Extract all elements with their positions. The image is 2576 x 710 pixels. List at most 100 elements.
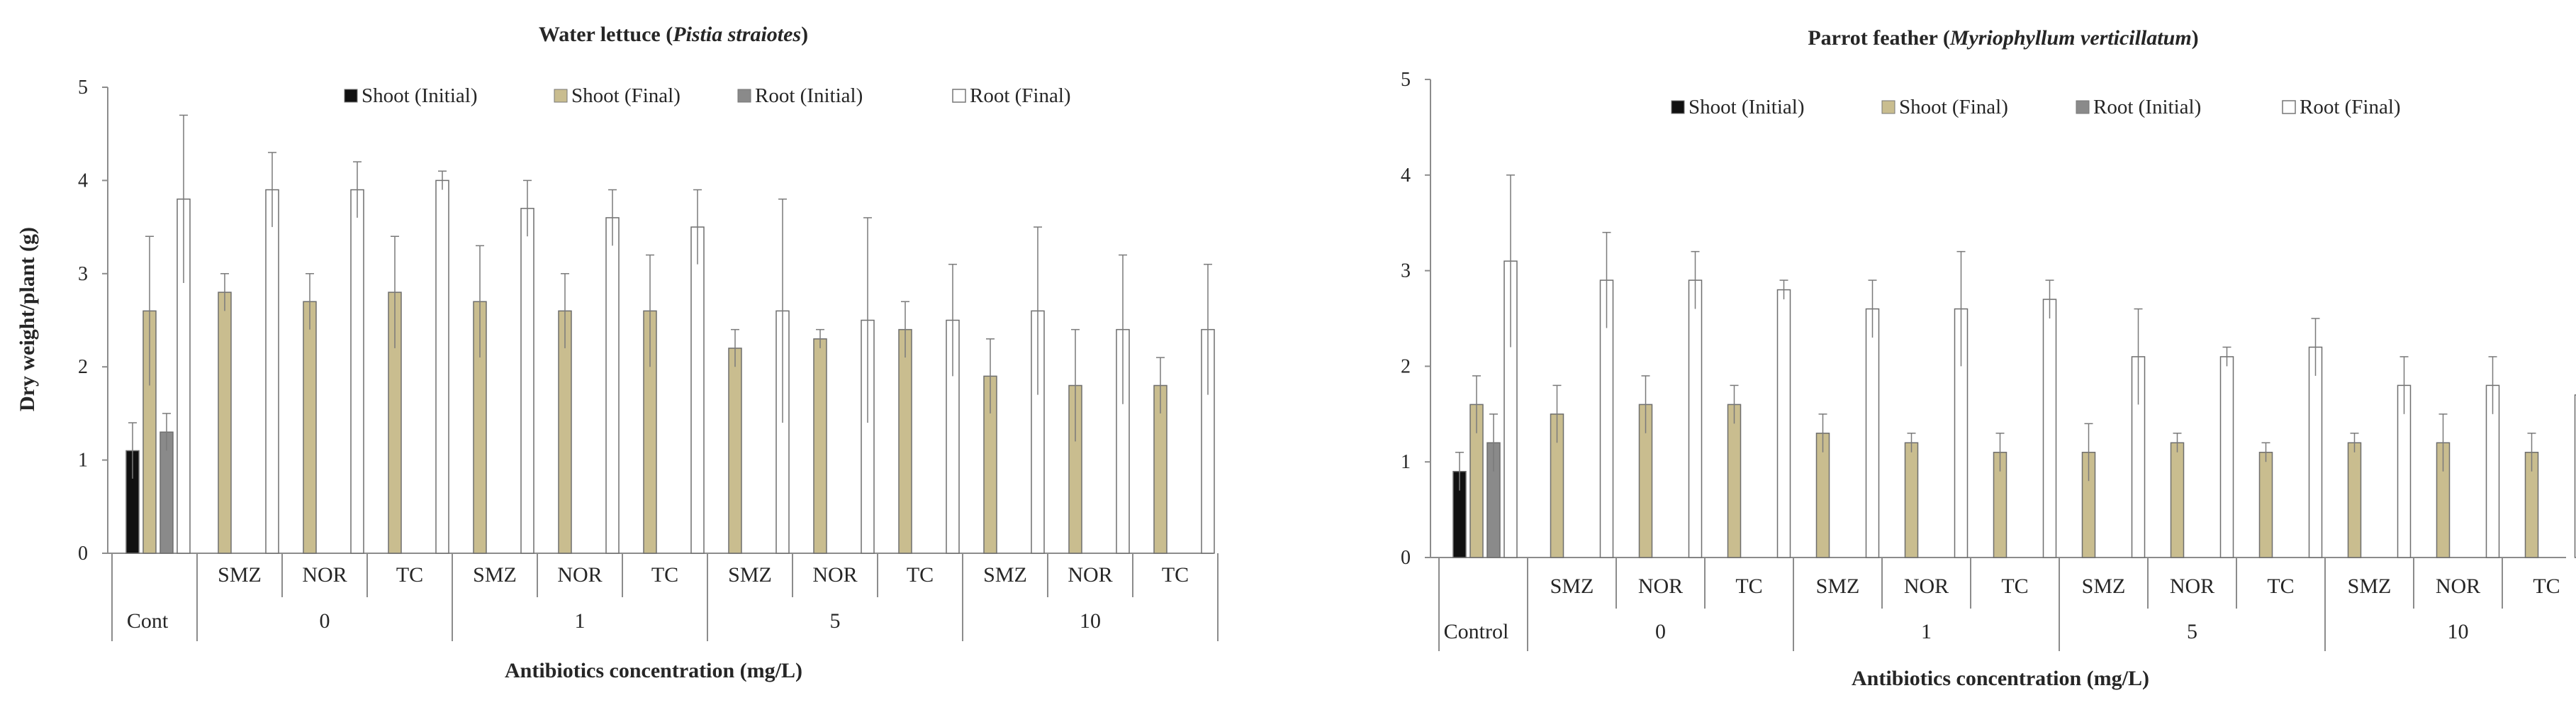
bar-0-NOR-root-final — [350, 189, 364, 554]
chart-title: Parrot feather (Myriophyllum verticillat… — [1808, 26, 2198, 50]
chart-title: Water lettuce (Pistia straiotes) — [539, 23, 808, 46]
legend-swatch-root-initial — [2076, 100, 2090, 114]
plot-marks: 0 1 2 3 4 5 SMZ NOR TC SMZ NOR TC SMZ NOR TC SMZ NOR TC Co… — [1401, 69, 2576, 651]
legend-swatch-root-initial — [737, 89, 751, 103]
chart-water-lettuce: Water lettuce (Pistia straiotes) Dry wei… — [16, 23, 1219, 682]
x-tick-label-group: 0 — [320, 609, 330, 633]
x-tick-label-antibiotic: TC — [907, 563, 934, 587]
legend-swatch-shoot-initial — [1671, 100, 1685, 114]
bar-0-SMZ-shoot-final — [218, 292, 232, 554]
legend-item-shoot-final: Shoot (Final) — [1881, 96, 2008, 118]
legend-swatch-root-final — [2282, 100, 2296, 114]
x-tick-label-antibiotic: TC — [2001, 575, 2028, 598]
bar-10-TC-root-final — [2574, 394, 2576, 558]
legend-label-shoot-final: Shoot (Final) — [571, 84, 681, 107]
bar-0-NOR-root-final — [1688, 279, 1703, 558]
x-tick-label-group: 10 — [2448, 620, 2469, 643]
legend-label-root-final: Root (Final) — [970, 84, 1071, 107]
x-tick-label-antibiotic: NOR — [1904, 575, 1949, 598]
bar-1-TC-root-final — [2042, 299, 2057, 558]
legend-item-root-initial: Root (Initial) — [2076, 96, 2201, 118]
bar-1-SMZ-root-final — [520, 208, 534, 554]
x-tick-label-antibiotic: SMZ — [2082, 575, 2126, 598]
legend-label-root-final: Root (Final) — [2300, 96, 2401, 118]
x-axis-label: Antibiotics concentration (mg/L) — [1852, 667, 2149, 690]
y-tick-label: 2 — [1401, 355, 1411, 377]
bar-0-NOR-shoot-final — [303, 301, 317, 554]
y-tick-label: 5 — [78, 77, 88, 99]
y-tick-label: 4 — [78, 170, 88, 192]
bar-5-NOR-shoot-final — [813, 338, 827, 554]
x-tick-label-group: 5 — [830, 609, 841, 633]
x-axis-label: Antibiotics concentration (mg/L) — [505, 659, 802, 682]
x-tick-label-antibiotic: NOR — [2436, 575, 2480, 598]
x-tick-label-antibiotic: SMZ — [983, 563, 1027, 587]
y-tick-label: 0 — [1401, 547, 1411, 569]
legend-item-root-final: Root (Final) — [2282, 96, 2401, 118]
legend-swatch-shoot-initial — [344, 89, 358, 103]
y-axis-label: Dry weight/plant (g) — [16, 227, 39, 411]
plot-marks: 0 1 2 3 4 5 SMZ NOR TC SMZ NOR TC SMZ NOR TC SMZ NOR TC Co… — [78, 77, 1219, 641]
bar-5-TC-shoot-final — [2258, 451, 2273, 558]
x-tick-label-antibiotic: TC — [651, 563, 678, 587]
legend-label-shoot-initial: Shoot (Initial) — [362, 84, 478, 107]
x-tick-label-group: 1 — [1921, 620, 1932, 643]
y-tick-label: 0 — [78, 543, 88, 565]
y-tick-label: 3 — [78, 263, 88, 285]
x-tick-label-control: Control — [1444, 620, 1509, 643]
legend-swatch-shoot-final — [554, 89, 568, 103]
x-tick-label-group: 10 — [1080, 609, 1101, 633]
legend-label-shoot-final: Shoot (Final) — [1899, 96, 2008, 118]
legend: Shoot (Initial) Shoot (Final) Root (Init… — [1671, 96, 2401, 118]
x-tick-label-antibiotic: SMZ — [1550, 575, 1594, 598]
bar-1-NOR-root-final — [605, 217, 620, 554]
legend-label-root-initial: Root (Initial) — [2093, 96, 2201, 118]
bar-5-SMZ-shoot-final — [728, 348, 742, 554]
x-tick-label-antibiotic: SMZ — [2348, 575, 2392, 598]
legend-item-shoot-final: Shoot (Final) — [554, 84, 681, 107]
x-tick-label-antibiotic: NOR — [812, 563, 857, 587]
legend-item-shoot-initial: Shoot (Initial) — [344, 84, 478, 107]
chart-parrot-feather: Parrot feather (Myriophyllum verticillat… — [1401, 26, 2576, 690]
y-tick-label: 5 — [1401, 69, 1411, 91]
bar-5-NOR-root-final — [2219, 356, 2234, 558]
x-tick-label-group: 5 — [2187, 620, 2197, 643]
x-tick-label-antibiotic: TC — [1162, 563, 1189, 587]
x-tick-label-antibiotic: NOR — [1068, 563, 1112, 587]
x-tick-label-control: Cont — [127, 609, 169, 633]
x-tick-label-antibiotic: NOR — [1638, 575, 1683, 598]
legend-swatch-shoot-final — [1881, 100, 1895, 114]
legend-swatch-root-final — [952, 89, 966, 103]
x-tick-label-antibiotic: TC — [396, 563, 423, 587]
x-tick-label-antibiotic: NOR — [557, 563, 602, 587]
x-tick-label-antibiotic: TC — [1735, 575, 1762, 598]
bar-10-SMZ-shoot-final — [2347, 442, 2362, 558]
bar-0-TC-shoot-final — [1727, 404, 1742, 558]
x-tick-label-antibiotic: SMZ — [1816, 575, 1860, 598]
bar-1-NOR-shoot-final — [1904, 442, 1919, 558]
bar-1-TC-root-final — [690, 226, 705, 554]
x-tick-label-antibiotic: SMZ — [473, 563, 517, 587]
y-tick-label: 4 — [1401, 165, 1411, 187]
bar-5-TC-shoot-final — [898, 328, 912, 554]
bar-1-SMZ-root-final — [1865, 308, 1880, 558]
legend: Shoot (Initial) Shoot (Final) Root (Init… — [344, 84, 1071, 107]
legend-item-root-initial: Root (Initial) — [737, 84, 863, 107]
bar-5-TC-root-final — [2308, 346, 2323, 558]
x-tick-label-antibiotic: NOR — [2170, 575, 2214, 598]
y-tick-label: 2 — [78, 356, 88, 378]
legend-item-root-final: Root (Final) — [952, 84, 1071, 107]
y-tick-label: 1 — [78, 450, 88, 472]
x-tick-label-antibiotic: NOR — [302, 563, 347, 587]
x-tick-label-group: 1 — [575, 609, 586, 633]
y-tick-label: 3 — [1401, 260, 1411, 282]
bar-0-SMZ-root-final — [265, 189, 279, 554]
bar-5-NOR-shoot-final — [2170, 442, 2185, 558]
bar-0-TC-root-final — [435, 179, 449, 554]
x-tick-label-antibiotic: SMZ — [218, 563, 262, 587]
legend-item-shoot-initial: Shoot (Initial) — [1671, 96, 1805, 118]
legend-label-shoot-initial: Shoot (Initial) — [1689, 96, 1805, 118]
x-tick-label-antibiotic: TC — [2267, 575, 2294, 598]
x-tick-label-group: 0 — [1655, 620, 1666, 643]
